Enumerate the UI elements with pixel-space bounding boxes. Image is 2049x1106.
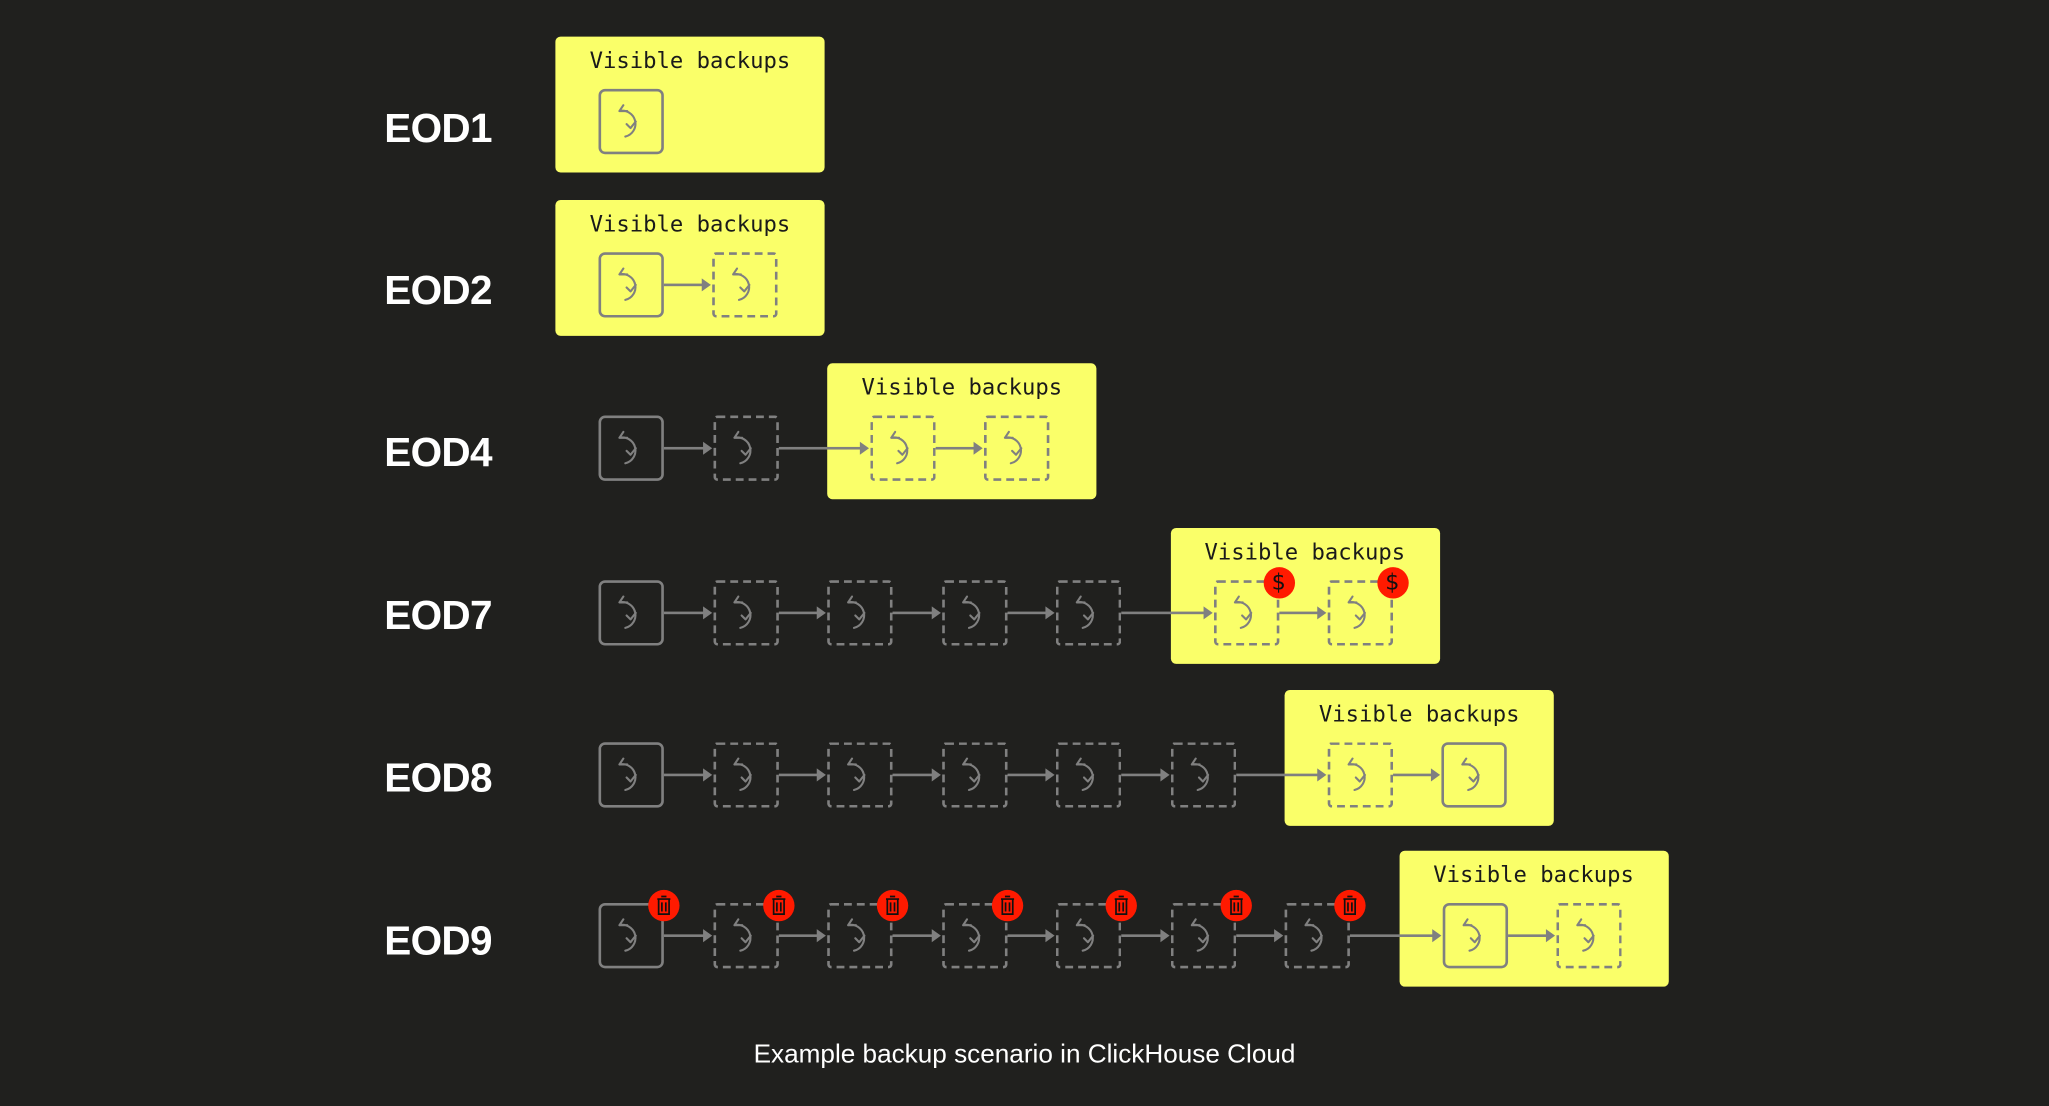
full-backup <box>598 415 664 481</box>
arrow-connector <box>1121 606 1212 620</box>
arrow-connector <box>892 768 940 782</box>
full-backup <box>1442 902 1508 969</box>
incremental-backup <box>941 742 1007 808</box>
row-label: EOD1 <box>384 105 492 151</box>
arrow-connector <box>1006 929 1054 943</box>
arrow-connector <box>663 768 711 782</box>
arrow-connector <box>1507 929 1555 943</box>
trash-icon <box>1219 889 1252 922</box>
arrow-connector <box>778 441 869 455</box>
visible-backups-title: Visible backups <box>861 375 1063 402</box>
visible-backups-box: Visible backups <box>1398 850 1669 987</box>
visible-backups-title: Visible backups <box>1204 539 1406 566</box>
incremental-backup <box>1555 902 1622 969</box>
incremental-backup <box>1170 902 1236 969</box>
incremental-backup <box>712 742 779 808</box>
visible-backups-box: Visible backups <box>555 199 825 336</box>
incremental-backup <box>827 580 893 646</box>
full-backup <box>1441 742 1507 808</box>
arrow-connector <box>663 441 711 455</box>
arrow-connector <box>663 929 711 943</box>
incremental-backup <box>941 580 1007 646</box>
arrow-connector <box>1121 929 1169 943</box>
dollar-icon: $ <box>1263 567 1295 599</box>
row-label: EOD2 <box>384 267 492 313</box>
full-backup <box>598 742 664 808</box>
arrow-connector <box>1121 768 1169 782</box>
incremental-backup <box>712 902 779 969</box>
arrow-connector <box>778 929 826 943</box>
diagram-caption: Example backup scenario in ClickHouse Cl… <box>753 1040 1296 1069</box>
incremental-backup <box>1055 902 1122 969</box>
arrow-connector <box>778 606 826 620</box>
row-label: EOD7 <box>384 592 492 639</box>
trash-icon <box>762 889 794 922</box>
visible-backups-title: Visible backups <box>1318 701 1520 728</box>
visible-backups-box: Visible backups <box>827 363 1097 500</box>
arrow-connector <box>1278 606 1326 620</box>
incremental-backup <box>1284 902 1350 969</box>
incremental-backup <box>827 742 893 808</box>
visible-backups-box: Visible backups <box>555 36 825 173</box>
incremental-backup <box>1327 742 1394 808</box>
arrow-connector <box>1349 929 1441 943</box>
arrow-connector <box>892 929 940 943</box>
visible-backups-title: Visible backups <box>589 211 791 238</box>
arrow-connector <box>892 606 940 620</box>
incremental-backup <box>1055 742 1122 808</box>
incremental-backup <box>1213 580 1279 646</box>
visible-backups-box: Visible backups <box>1284 689 1554 826</box>
full-backup <box>598 580 664 646</box>
incremental-backup <box>984 415 1050 481</box>
visible-backups-title: Visible backups <box>1433 862 1634 889</box>
trash-icon <box>1105 889 1137 922</box>
dollar-icon: $ <box>1376 567 1409 599</box>
trash-icon <box>1334 889 1366 922</box>
row-label: EOD8 <box>384 754 492 801</box>
full-backup <box>598 88 664 155</box>
incremental-backup <box>712 580 779 646</box>
trash-icon <box>991 889 1023 922</box>
row-label: EOD9 <box>384 918 492 964</box>
incremental-backup <box>1327 580 1393 646</box>
trash-icon <box>876 889 909 922</box>
arrow-connector <box>1235 768 1326 782</box>
visible-backups-title: Visible backups <box>589 48 791 75</box>
incremental-backup <box>827 902 893 969</box>
incremental-backup <box>870 415 936 481</box>
arrow-connector <box>663 278 711 292</box>
incremental-backup <box>712 252 778 318</box>
arrow-connector <box>1393 768 1441 782</box>
full-backup <box>598 902 664 969</box>
trash-icon <box>648 889 680 922</box>
incremental-backup <box>941 902 1007 969</box>
arrow-connector <box>935 441 983 455</box>
incremental-backup <box>1170 742 1236 808</box>
incremental-backup <box>1055 580 1122 646</box>
arrow-connector <box>778 768 826 782</box>
incremental-backup <box>712 415 779 481</box>
arrow-connector <box>1006 768 1054 782</box>
row-label: EOD4 <box>384 429 492 476</box>
arrow-connector <box>663 606 711 620</box>
arrow-connector <box>1235 929 1283 943</box>
full-backup <box>598 252 664 318</box>
arrow-connector <box>1006 606 1054 620</box>
